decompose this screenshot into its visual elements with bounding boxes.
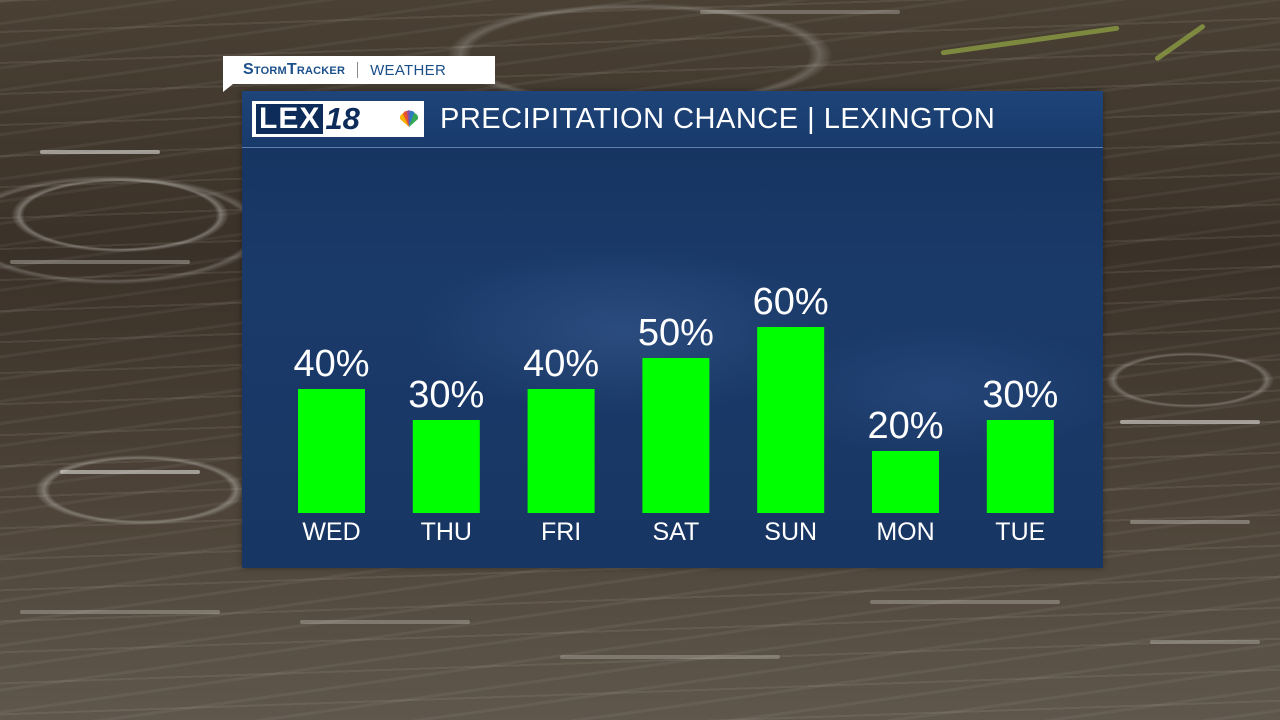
water-reflection [870, 600, 1060, 604]
bar-thu [412, 420, 480, 513]
category-labels-group: WED THU FRI SAT SUN MON TUE [302, 518, 1045, 546]
logo-number-text: 18 [325, 101, 360, 136]
value-label-wed: 40% [293, 343, 369, 385]
bar-wed [298, 389, 365, 513]
water-reflection [60, 470, 200, 474]
panel-header: LEX 18 PRECIPITATION CHANCE | LEXINGTON [242, 91, 1103, 148]
water-reflection [20, 610, 220, 614]
grass-blade [940, 25, 1120, 56]
water-reflection [560, 655, 780, 659]
precipitation-bar-chart: 40% 30% 40% 50% 60% 20% 30% WED THU FRI SAT SUN MON… [293, 281, 1058, 546]
water-reflection [700, 10, 900, 14]
stormtracker-weather-tag: StormTracker WEATHER [223, 56, 495, 92]
category-label-sun: SUN [764, 518, 817, 546]
value-label-tue: 30% [982, 374, 1058, 416]
forecast-panel: LEX 18 PRECIPITATION CHANCE | LEXINGTON … [242, 91, 1103, 568]
value-label-thu: 30% [408, 374, 484, 416]
bar-mon [872, 451, 939, 513]
lex18-logo: LEX 18 [252, 101, 424, 137]
weather-label: WEATHER [370, 61, 447, 79]
page-title: PRECIPITATION CHANCE | LEXINGTON [440, 102, 996, 135]
grass-blade [1153, 23, 1207, 62]
water-reflection [1120, 420, 1260, 424]
value-label-mon: 20% [867, 405, 943, 447]
category-label-thu: THU [421, 518, 472, 546]
category-label-mon: MON [876, 518, 934, 546]
water-reflection [300, 620, 470, 624]
stormtracker-label: StormTracker [243, 61, 346, 78]
bars-group [298, 327, 1054, 513]
bar-tue [986, 420, 1054, 513]
category-label-fri: FRI [541, 518, 581, 546]
water-reflection [40, 150, 160, 154]
logo-lex-text: LEX [256, 104, 324, 134]
bar-sun [757, 327, 825, 513]
tag-divider [357, 62, 359, 78]
value-labels-group: 40% 30% 40% 50% 60% 20% 30% [293, 281, 1058, 447]
category-label-sat: SAT [653, 518, 700, 546]
water-reflection [1150, 640, 1260, 644]
bar-sat [642, 358, 710, 513]
category-label-tue: TUE [995, 518, 1045, 546]
water-reflection [10, 260, 190, 264]
water-reflection [1130, 520, 1250, 524]
value-label-fri: 40% [523, 343, 599, 385]
value-label-sun: 60% [753, 281, 829, 323]
category-label-wed: WED [302, 518, 360, 546]
value-label-sat: 50% [638, 312, 714, 354]
bar-fri [527, 389, 595, 513]
nbc-peacock-icon [399, 110, 419, 127]
